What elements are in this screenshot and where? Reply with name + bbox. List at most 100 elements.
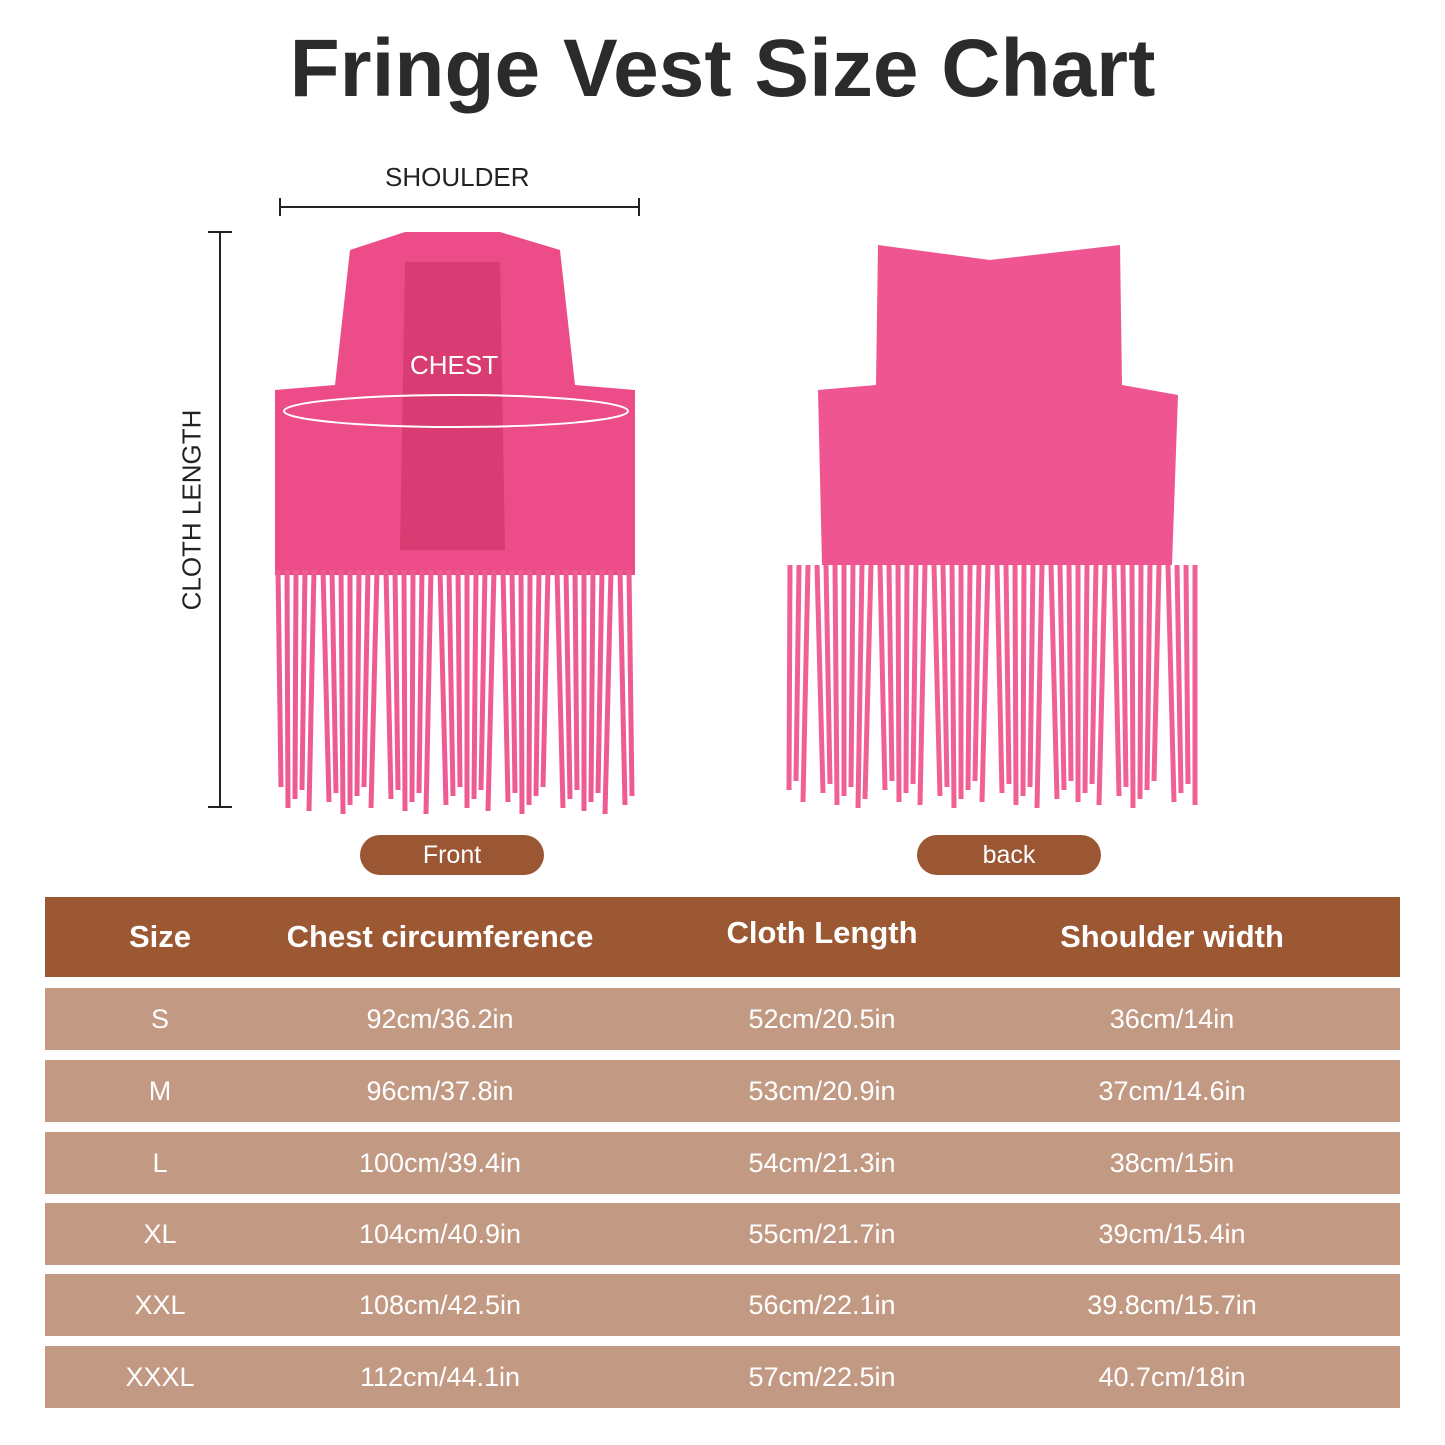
front-label: Front	[360, 835, 544, 875]
table-row: XXL 108cm/42.5in 56cm/22.1in 39.8cm/15.7in	[45, 1274, 1400, 1336]
fringe-strand	[401, 569, 408, 812]
fringe-strand	[602, 569, 614, 815]
fringe-strand	[595, 569, 605, 794]
fringe-strand	[917, 564, 928, 806]
fringe-strand	[895, 564, 902, 803]
fringe-strand	[1120, 564, 1129, 788]
fringe-strand	[965, 564, 973, 791]
fringe-strand	[862, 564, 874, 800]
cell-shoulder: 40.7cm/18in	[1098, 1361, 1246, 1392]
shoulder-label: SHOULDER	[385, 162, 530, 192]
fringe-strand	[292, 569, 299, 800]
fringe-strand	[1144, 564, 1153, 791]
fringe-strand	[563, 569, 573, 800]
fringe-strand	[1012, 564, 1019, 806]
cell-chest: 92cm/36.2in	[366, 1003, 514, 1034]
fringe-strand	[793, 564, 802, 782]
fringe-strand	[533, 569, 542, 797]
cell-chest: 112cm/44.1in	[359, 1361, 521, 1392]
shoulder-measure-line	[279, 198, 640, 216]
fringe-strand	[931, 564, 943, 797]
fringe-strand	[437, 569, 449, 806]
fringe-strand	[572, 569, 580, 791]
fringe-strand	[1089, 564, 1099, 785]
fringe-strand	[886, 564, 895, 782]
fringe-strand	[1129, 564, 1136, 809]
fringe-strand	[949, 564, 957, 809]
fringe-strand	[299, 569, 308, 791]
chest-label: CHEST	[410, 350, 499, 380]
header-size: Size	[128, 919, 192, 954]
fringe-strand	[518, 569, 525, 815]
fringe-strand	[416, 569, 425, 794]
back-vest-image	[786, 245, 1198, 809]
fringe-strand	[823, 564, 833, 785]
fringe-strand	[1082, 564, 1090, 794]
fringe-strand	[509, 569, 518, 794]
fringe-strand	[1183, 564, 1191, 785]
cell-shoulder: 36cm/14in	[1109, 1003, 1235, 1034]
fringe-strand	[423, 569, 434, 815]
fringe-strand	[1137, 564, 1144, 800]
header-chest: Chest circumference	[286, 919, 594, 954]
fringe-strand	[471, 569, 479, 800]
length-measure-line	[208, 231, 232, 808]
cell-size: XL	[143, 1218, 177, 1249]
cell-shoulder: 39.8cm/15.7in	[1087, 1289, 1257, 1320]
fringe-strand	[1034, 564, 1045, 809]
fringe-strand	[354, 569, 362, 797]
table-row: XL 104cm/40.9in 55cm/21.7in 39cm/15.4in	[45, 1203, 1400, 1265]
front-vest-image	[275, 232, 635, 815]
fringe-strand	[1027, 564, 1036, 788]
fringe-strand	[368, 569, 380, 809]
cell-shoulder: 39cm/15.4in	[1098, 1218, 1246, 1249]
fringe-strand	[1057, 564, 1067, 791]
chest-measure-ellipse	[283, 394, 629, 428]
fringe-strand	[814, 564, 826, 794]
table-row: L 100cm/39.4in 54cm/21.3in 38cm/15in	[45, 1132, 1400, 1194]
fringe-strand	[848, 564, 856, 788]
cell-length: 52cm/20.5in	[748, 1003, 896, 1034]
fringe-strand	[485, 569, 497, 812]
fringe-strand	[554, 569, 566, 809]
fringe-strand	[910, 564, 919, 785]
fringe-strand	[588, 569, 596, 803]
fringe-strand	[392, 569, 401, 791]
cell-chest: 108cm/42.5in	[358, 1289, 522, 1320]
cell-chest: 96cm/37.8in	[366, 1075, 514, 1106]
fringe-strand	[284, 569, 291, 809]
fringe-strand	[1003, 564, 1012, 785]
fringe-strand	[361, 569, 371, 788]
fringe-strand	[877, 564, 888, 791]
fringe-strand	[903, 564, 910, 794]
cell-size: XXXL	[125, 1361, 195, 1392]
fringe-strand	[526, 569, 533, 806]
header-length: Cloth Length	[726, 915, 918, 950]
fringe-strand	[1174, 564, 1184, 794]
fringe-strand	[320, 569, 332, 803]
cell-chest: 100cm/39.4in	[358, 1147, 522, 1178]
fringe-strand	[786, 564, 793, 791]
cell-shoulder: 37cm/14.6in	[1098, 1075, 1246, 1106]
fringe-strand	[306, 569, 317, 812]
fringe-strand	[1111, 564, 1122, 797]
cell-length: 53cm/20.9in	[748, 1075, 896, 1106]
fringe-strand	[994, 564, 1005, 794]
cell-size: M	[148, 1075, 172, 1106]
cell-size: S	[150, 1003, 170, 1034]
table-header: Size Chest circumference Cloth Length Sh…	[45, 897, 1400, 977]
cell-chest: 104cm/40.9in	[358, 1218, 522, 1249]
table-row: S 92cm/36.2in 52cm/20.5in 36cm/14in	[45, 988, 1400, 1050]
table-row: M 96cm/37.8in 53cm/20.9in 37cm/14.6in	[45, 1060, 1400, 1122]
fringe-strand	[383, 569, 394, 800]
fringe-strand	[275, 569, 284, 788]
fringe-strand	[478, 569, 488, 791]
fringe-strand	[1048, 564, 1060, 800]
fringe-strand	[940, 564, 950, 788]
fringe-strand	[626, 569, 635, 797]
fringe-strand	[617, 569, 628, 806]
cell-length: 55cm/21.7in	[748, 1218, 896, 1249]
fringe-strand	[409, 569, 416, 803]
fringe-strand	[446, 569, 456, 797]
